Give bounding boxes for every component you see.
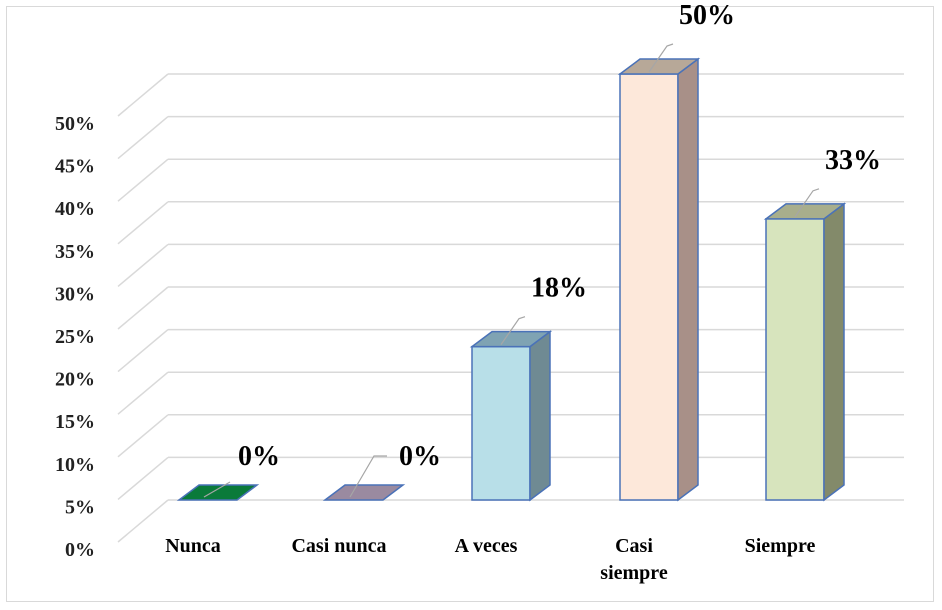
data-label-leader	[648, 43, 674, 73]
data-label: 0%	[238, 441, 280, 472]
gridline-diagonal	[117, 414, 169, 458]
data-label-leader	[203, 481, 231, 498]
y-tick-label: 10%	[55, 454, 95, 476]
data-label-leader	[794, 188, 820, 218]
y-tick-label: 40%	[55, 198, 95, 220]
bar-top	[322, 484, 406, 501]
gridline-diagonal	[117, 158, 169, 202]
gridline-diagonal	[117, 243, 169, 287]
gridline-diagonal	[117, 329, 169, 373]
gridline-diagonal	[117, 73, 169, 117]
gridline-diagonal	[117, 286, 169, 330]
y-tick-label: 5%	[65, 496, 95, 518]
x-category-label: Nunca	[165, 535, 221, 557]
gridline-diagonal	[117, 371, 169, 415]
y-tick-label: 15%	[55, 411, 95, 433]
bar-front	[619, 73, 679, 501]
y-tick-label: 35%	[55, 241, 95, 263]
bar-side	[529, 330, 551, 502]
bar-top	[176, 484, 260, 501]
data-label-leader	[349, 455, 387, 498]
y-tick-label: 0%	[65, 539, 95, 561]
bar-side	[823, 202, 845, 502]
bar-front	[765, 218, 825, 501]
bar-top	[763, 203, 847, 220]
data-label: 0%	[399, 441, 441, 472]
y-tick-label: 30%	[55, 283, 95, 305]
bar-side	[677, 57, 699, 502]
bar-top	[617, 58, 701, 75]
x-category-label: Casi nunca	[291, 535, 386, 557]
bar-top	[469, 330, 553, 348]
gridline-diagonal	[117, 201, 169, 245]
x-category-label: Casi siempre	[600, 535, 668, 584]
gridline-diagonal	[117, 116, 169, 160]
gridline-diagonal	[117, 456, 169, 500]
data-label: 33%	[825, 145, 881, 176]
x-category-label: A veces	[455, 535, 518, 557]
y-tick-label: 45%	[55, 156, 95, 178]
x-category-label: Siempre	[745, 535, 816, 557]
y-tick-label: 25%	[55, 326, 95, 348]
gridline-diagonal	[117, 499, 169, 543]
y-tick-label: 50%	[55, 113, 95, 135]
data-label: 50%	[679, 0, 735, 31]
data-label-leader	[500, 316, 526, 345]
y-tick-label: 20%	[55, 369, 95, 391]
data-label: 18%	[531, 273, 587, 304]
bar-front	[471, 345, 531, 501]
